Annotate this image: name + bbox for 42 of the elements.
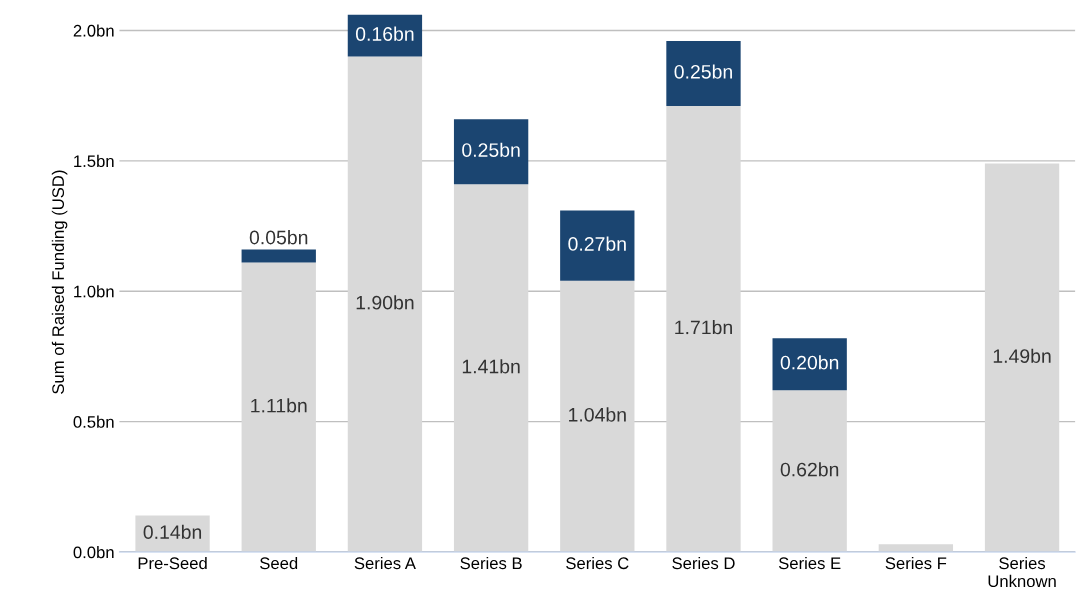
- bar: [347, 56, 423, 553]
- bar: [560, 210, 635, 281]
- data-label: 1.71bn: [675, 320, 732, 335]
- x-tick-label: Series C: [566, 556, 629, 570]
- y-tick-label: 1.5bn: [74, 154, 114, 168]
- data-label: 0.25bn: [674, 64, 732, 79]
- data-label: 0.25bn: [462, 142, 520, 157]
- bar: [666, 106, 741, 553]
- x-tick-label: Series D: [672, 556, 735, 570]
- x-tick-label: Series Unknown: [988, 556, 1056, 588]
- x-tick-label: Series A: [354, 556, 416, 570]
- bar: [241, 249, 316, 263]
- y-tick-label: 0.0bn: [73, 546, 114, 559]
- x-tick-label: Series E: [778, 556, 841, 570]
- data-label: 0.27bn: [568, 236, 626, 251]
- x-tick-label: Pre-Seed: [138, 556, 207, 570]
- data-label: 1.49bn: [993, 348, 1051, 363]
- bar: [453, 119, 529, 185]
- data-label: 0.62bn: [780, 462, 839, 477]
- bar: [772, 338, 847, 391]
- bar: [560, 280, 635, 553]
- data-label: 0.14bn: [143, 524, 202, 540]
- bar: [347, 14, 423, 57]
- bar: [241, 262, 316, 553]
- data-label: 0.16bn: [355, 26, 414, 41]
- y-tick-label: 0.5bn: [73, 415, 114, 428]
- data-label: 0.05bn: [249, 230, 308, 245]
- data-label: 1.41bn: [462, 359, 520, 374]
- y-tick-label: 2.0bn: [73, 24, 114, 37]
- y-tick-label: 1.0bn: [74, 285, 114, 298]
- data-label: 1.90bn: [356, 295, 414, 310]
- x-tick-label: Series F: [885, 556, 947, 570]
- bar: [666, 40, 741, 107]
- data-label: 1.11bn: [251, 398, 307, 413]
- data-label: 1.04bn: [569, 407, 626, 422]
- bar: [984, 163, 1060, 553]
- bar: [772, 390, 847, 553]
- y-axis-title: Sum of Raised Funding (USD): [51, 170, 68, 394]
- x-tick-label: Series B: [460, 556, 522, 570]
- bar: [453, 184, 529, 553]
- x-tick-label: Seed: [260, 556, 298, 570]
- data-label: 0.20bn: [780, 355, 839, 370]
